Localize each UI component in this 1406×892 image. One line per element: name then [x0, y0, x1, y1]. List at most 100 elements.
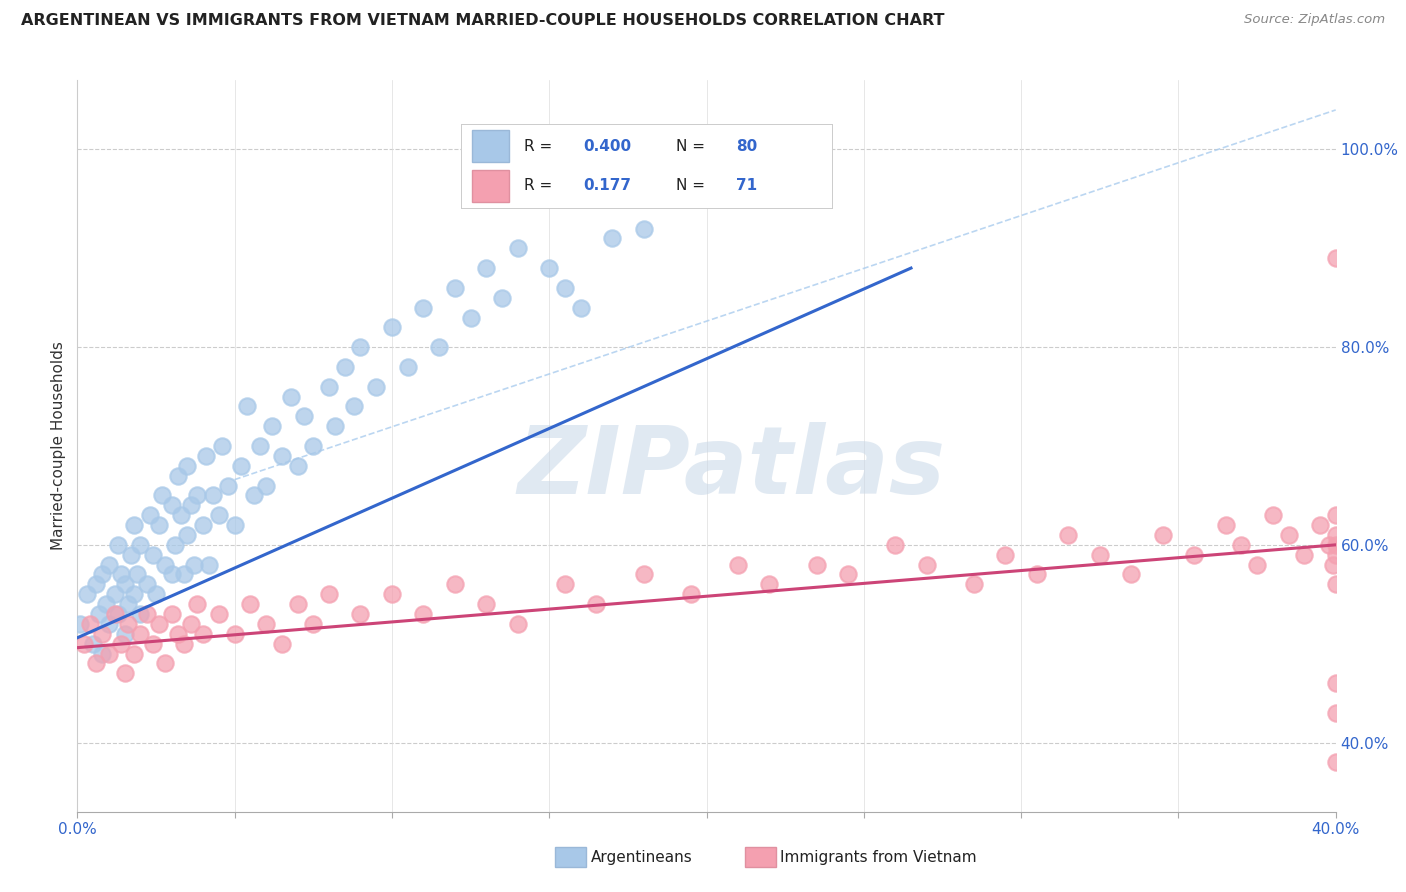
Y-axis label: Married-couple Households: Married-couple Households	[51, 342, 66, 550]
Point	[167, 468, 190, 483]
Point	[148, 616, 170, 631]
Point	[208, 607, 231, 621]
Point	[1261, 508, 1284, 523]
Point	[91, 627, 114, 641]
Point	[129, 607, 152, 621]
Point	[427, 340, 450, 354]
Point	[117, 597, 139, 611]
Point	[349, 340, 371, 354]
Point	[633, 221, 655, 235]
Point	[160, 607, 183, 621]
Point	[1324, 538, 1347, 552]
Point	[138, 508, 160, 523]
Point	[97, 647, 120, 661]
Point	[1088, 548, 1111, 562]
Text: 0.400: 0.400	[583, 138, 631, 153]
Text: Source: ZipAtlas.com: Source: ZipAtlas.com	[1244, 13, 1385, 27]
Point	[91, 567, 114, 582]
Point	[236, 400, 259, 414]
Point	[117, 616, 139, 631]
Point	[122, 587, 145, 601]
Point	[366, 380, 388, 394]
Point	[155, 657, 177, 671]
Point	[173, 567, 195, 582]
Point	[302, 616, 325, 631]
Point	[1215, 518, 1237, 533]
Point	[94, 597, 117, 611]
Point	[145, 587, 167, 601]
Point	[239, 597, 262, 611]
Point	[229, 458, 252, 473]
Text: R =: R =	[524, 138, 557, 153]
Point	[475, 597, 498, 611]
Point	[1152, 528, 1174, 542]
Point	[1324, 548, 1347, 562]
Point	[191, 518, 215, 533]
Point	[160, 567, 183, 582]
Point	[180, 498, 202, 512]
Point	[163, 538, 186, 552]
Text: R =: R =	[524, 178, 557, 193]
Point	[318, 587, 340, 601]
Text: ZIPatlas: ZIPatlas	[517, 422, 946, 514]
Point	[318, 380, 340, 394]
Point	[176, 458, 198, 473]
Point	[884, 538, 907, 552]
Point	[249, 439, 271, 453]
Point	[142, 637, 165, 651]
Point	[82, 637, 104, 651]
Point	[170, 508, 193, 523]
Point	[1246, 558, 1268, 572]
Point	[633, 567, 655, 582]
Point	[1319, 538, 1341, 552]
Point	[1294, 548, 1316, 562]
Point	[72, 637, 94, 651]
Point	[1324, 508, 1347, 523]
Point	[1025, 567, 1047, 582]
Point	[195, 449, 218, 463]
Point	[396, 359, 419, 374]
Point	[1121, 567, 1143, 582]
Point	[1324, 251, 1347, 265]
Point	[460, 310, 482, 325]
FancyBboxPatch shape	[472, 169, 509, 202]
Point	[412, 607, 434, 621]
Point	[837, 567, 859, 582]
Point	[198, 558, 221, 572]
Point	[915, 558, 938, 572]
Point	[114, 627, 136, 641]
Point	[287, 458, 309, 473]
Point	[176, 528, 198, 542]
Point	[254, 616, 277, 631]
Point	[679, 587, 702, 601]
Text: N =: N =	[676, 138, 710, 153]
Point	[129, 538, 152, 552]
Point	[491, 291, 513, 305]
Point	[122, 647, 145, 661]
Point	[201, 488, 224, 502]
Point	[224, 627, 246, 641]
Point	[381, 587, 404, 601]
Text: 80: 80	[735, 138, 756, 153]
Point	[585, 597, 607, 611]
Point	[1324, 676, 1347, 690]
Point	[1324, 577, 1347, 591]
Point	[343, 400, 366, 414]
Point	[173, 637, 195, 651]
Point	[1324, 706, 1347, 720]
Point	[1182, 548, 1205, 562]
Point	[183, 558, 205, 572]
Point	[104, 587, 127, 601]
Point	[287, 597, 309, 611]
Point	[89, 607, 111, 621]
Point	[963, 577, 986, 591]
Point	[167, 627, 190, 641]
Point	[110, 637, 132, 651]
Point	[208, 508, 231, 523]
Text: ARGENTINEAN VS IMMIGRANTS FROM VIETNAM MARRIED-COUPLE HOUSEHOLDS CORRELATION CHA: ARGENTINEAN VS IMMIGRANTS FROM VIETNAM M…	[21, 13, 945, 29]
Point	[224, 518, 246, 533]
Point	[186, 488, 208, 502]
Point	[333, 359, 356, 374]
Point	[135, 607, 157, 621]
Point	[97, 616, 120, 631]
